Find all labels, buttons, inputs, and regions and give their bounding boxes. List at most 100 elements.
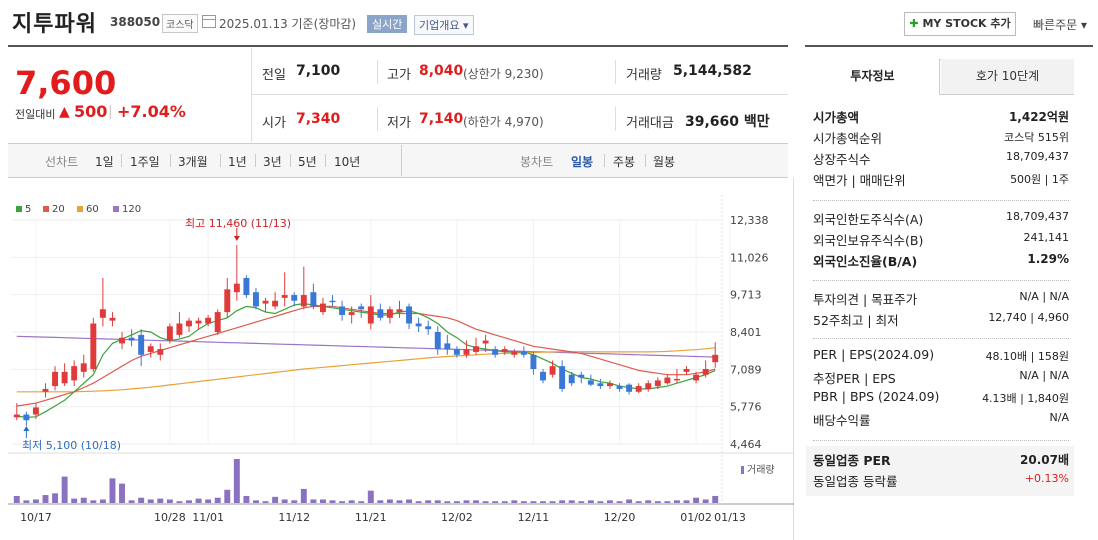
volume-bar bbox=[71, 498, 78, 503]
candle-body bbox=[32, 407, 39, 415]
candle-body bbox=[549, 366, 556, 375]
volume-bar bbox=[224, 489, 231, 503]
tab-1day[interactable]: 1일 bbox=[95, 155, 114, 169]
invest-row-label: 투자의견 | 목표주가 bbox=[813, 292, 918, 307]
candle-body bbox=[645, 383, 652, 389]
volume-bar bbox=[138, 497, 145, 503]
candle-body bbox=[434, 332, 441, 350]
tab-5year[interactable]: 5년 bbox=[298, 155, 317, 169]
candle-body bbox=[253, 292, 259, 307]
quick-order-button[interactable]: 빠른주문 ▾ bbox=[1033, 18, 1087, 32]
invest-row: 추정PER | EPS N/A | N/A bbox=[813, 368, 1069, 389]
invest-row-label: 외국인보유주식수(B) bbox=[813, 233, 924, 248]
candle-body bbox=[358, 306, 365, 310]
section-divider bbox=[813, 338, 1069, 339]
invest-row-label: 추정PER | EPS bbox=[813, 371, 896, 386]
invest-row-label: 시가총액순위 bbox=[813, 131, 883, 146]
candle-body bbox=[99, 309, 106, 318]
candle-body bbox=[492, 349, 499, 355]
annotation-high: 최고 11,460 (11/13) bbox=[185, 217, 292, 230]
invest-row-value: 18,709,437 bbox=[1006, 210, 1069, 223]
volume-bar bbox=[291, 500, 298, 503]
section-divider bbox=[813, 200, 1069, 201]
open-value: 7,340 bbox=[296, 111, 341, 127]
stock-header: 지투파워 388050 코스닥 2025.01.13 기준(장마감) 실시간 기… bbox=[0, 0, 1098, 46]
candle-body bbox=[578, 374, 585, 378]
divider bbox=[604, 154, 605, 167]
candle-body bbox=[463, 349, 470, 355]
volume-bar bbox=[444, 501, 451, 503]
candle-body bbox=[396, 309, 403, 313]
candle-body bbox=[233, 283, 240, 293]
tab-3month[interactable]: 3개월 bbox=[178, 155, 208, 169]
volume-bar bbox=[396, 500, 403, 503]
stock-name: 지투파워 bbox=[12, 12, 97, 37]
amount-label: 거래대금 bbox=[626, 116, 674, 131]
y-tick-label: 11,026 bbox=[730, 251, 769, 264]
divider bbox=[220, 154, 221, 167]
calendar-icon bbox=[202, 15, 216, 28]
volume-bar bbox=[607, 500, 613, 503]
invest-row-value: 500원 | 1주 bbox=[1010, 173, 1069, 186]
candle-body bbox=[635, 386, 642, 392]
tab-daily[interactable]: 일봉 bbox=[571, 155, 594, 169]
volume-bar bbox=[597, 501, 604, 503]
prev-close-value: 7,100 bbox=[296, 63, 341, 79]
candle-body bbox=[348, 312, 355, 315]
realtime-button[interactable]: 실시간 bbox=[367, 15, 408, 33]
candle-body bbox=[540, 371, 546, 381]
candle-body bbox=[300, 295, 307, 307]
tab-10year[interactable]: 10년 bbox=[334, 155, 361, 169]
invest-row-label: 배당수익률 bbox=[813, 413, 871, 428]
add-mystock-button[interactable]: ✚ MY STOCK 추가 bbox=[904, 12, 1016, 36]
candle-body bbox=[367, 306, 374, 324]
annotation-low: 최저 5,100 (10/18) bbox=[22, 439, 122, 452]
invest-row-value: 241,141 bbox=[1023, 231, 1070, 244]
invest-row-label: PBR | BPS (2024.09) bbox=[813, 389, 940, 404]
low-arrow-head bbox=[23, 426, 30, 431]
candle-body bbox=[702, 369, 709, 375]
volume-label: 거래량 bbox=[626, 68, 662, 83]
volume-bar bbox=[176, 501, 183, 503]
invest-row-label: 외국인소진율(B/A) bbox=[813, 254, 918, 269]
volume-bar bbox=[99, 499, 106, 503]
candle-body bbox=[195, 320, 202, 324]
volume-bar bbox=[319, 499, 326, 503]
volume-bar bbox=[683, 500, 690, 503]
summary-row-divider bbox=[252, 48, 788, 95]
volume-value: 5,144,582 bbox=[673, 63, 752, 79]
divider bbox=[377, 60, 378, 84]
reference-date: 2025.01.13 기준(장마감) bbox=[219, 17, 357, 31]
high-value: 8,040 bbox=[419, 63, 464, 79]
company-overview-button[interactable]: 기업개요 ▾ bbox=[414, 15, 474, 35]
change-label: 전일대비 bbox=[15, 108, 56, 121]
volume-bar bbox=[501, 501, 508, 503]
low-value: 7,140 bbox=[419, 111, 464, 127]
volume-bar bbox=[559, 500, 566, 503]
candle-body bbox=[310, 292, 317, 307]
divider bbox=[615, 107, 616, 131]
tab-3year[interactable]: 3년 bbox=[263, 155, 282, 169]
tab-weekly[interactable]: 주봉 bbox=[613, 155, 636, 169]
y-tick-label: 8,401 bbox=[730, 326, 762, 339]
price-chart[interactable]: 12,338 11,026 9,713 8,401 7,089 5,776 4,464 10/… bbox=[8, 195, 794, 535]
candle-body bbox=[319, 303, 326, 313]
divider bbox=[645, 154, 646, 167]
legend-swatch bbox=[113, 206, 119, 212]
volume-bar bbox=[52, 493, 59, 503]
tab-1week[interactable]: 1주일 bbox=[130, 155, 160, 169]
volume-bar bbox=[578, 501, 585, 503]
divider bbox=[401, 145, 402, 176]
candle-body bbox=[128, 337, 135, 341]
tab-1year[interactable]: 1년 bbox=[228, 155, 247, 169]
tab-monthly[interactable]: 월봉 bbox=[653, 155, 676, 169]
candle-body bbox=[90, 323, 97, 370]
lower-limit: (하한가 4,970) bbox=[463, 115, 544, 129]
legend-label: 20 bbox=[52, 204, 65, 215]
invest-row: 외국인보유주식수(B) 241,141 bbox=[813, 230, 1069, 251]
tab-hoga-10[interactable]: 호가 10단계 bbox=[941, 59, 1074, 95]
tab-invest-info[interactable]: 투자정보 bbox=[806, 59, 940, 95]
volume-bar bbox=[540, 501, 546, 503]
volume-bar bbox=[482, 501, 489, 503]
candle-body bbox=[138, 334, 145, 355]
